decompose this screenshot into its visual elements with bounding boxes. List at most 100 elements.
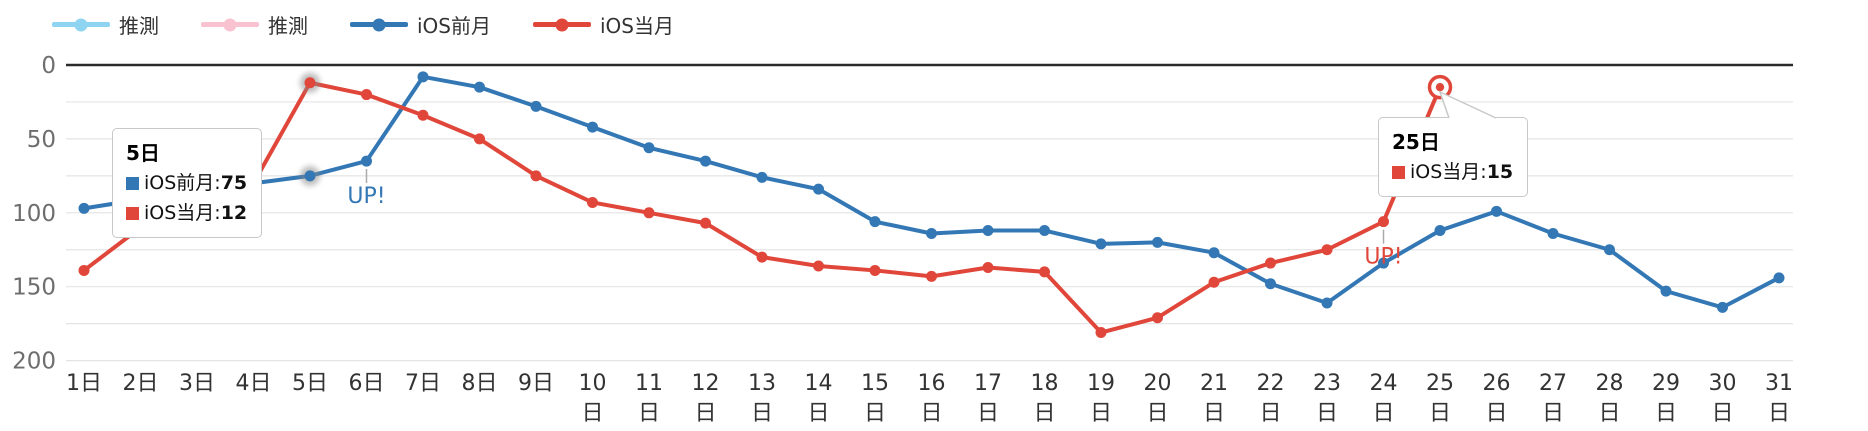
x-axis-tick-label-suffix: 日 <box>694 401 716 426</box>
data-point-iOS前月-16日[interactable] <box>926 227 937 239</box>
legend-item-3[interactable]: iOS当月 <box>533 10 674 39</box>
data-point-iOS当月-1日[interactable] <box>78 264 90 276</box>
legend-label: 推測 <box>268 14 308 38</box>
data-point-iOS前月-10日[interactable] <box>587 121 598 133</box>
data-point-iOS前月-7日[interactable] <box>417 71 429 83</box>
data-point-iOS前月-28日[interactable] <box>1604 244 1615 256</box>
x-axis-tick-label: 16 <box>918 371 946 396</box>
x-axis-tick-label: 25 <box>1426 371 1454 396</box>
data-point-iOS前月-5日[interactable] <box>304 170 316 182</box>
data-point-iOS当月-5日[interactable] <box>304 77 316 89</box>
data-point-iOS当月-16日[interactable] <box>926 270 937 282</box>
tooltip-row: iOS当月: 15 <box>1392 157 1513 187</box>
x-axis-tick-label: 8日 <box>462 371 498 396</box>
up-annotation: UP! <box>347 184 385 209</box>
series-color-swatch <box>1392 165 1405 179</box>
x-axis-tick-label-suffix: 日 <box>1146 401 1168 426</box>
x-axis-tick-label: 2日 <box>123 371 159 396</box>
data-point-iOS前月-18日[interactable] <box>1039 225 1050 237</box>
legend-item-2[interactable]: iOS前月 <box>350 10 491 39</box>
tooltip-row-value: 75 <box>220 172 248 194</box>
x-axis-tick-label: 7日 <box>405 371 441 396</box>
legend-line-swatch <box>350 18 408 31</box>
data-point-iOS当月-19日[interactable] <box>1095 327 1107 339</box>
x-axis-tick-label-suffix: 日 <box>1259 401 1281 426</box>
x-axis-tick-label: 22 <box>1257 371 1285 396</box>
x-axis-tick-label: 1日 <box>66 371 102 396</box>
data-point-iOS当月-13日[interactable] <box>756 251 768 263</box>
data-point-iOS前月-13日[interactable] <box>756 171 768 183</box>
y-axis-tick-label: 150 <box>12 275 56 301</box>
data-point-iOS前月-1日[interactable] <box>78 202 90 214</box>
data-point-iOS前月-26日[interactable] <box>1491 205 1502 217</box>
x-axis-tick-label: 30 <box>1709 371 1737 396</box>
x-axis-tick-label-suffix: 日 <box>581 401 603 426</box>
data-point-iOS前月-8日[interactable] <box>474 81 485 93</box>
x-axis-tick-label: 18 <box>1031 371 1059 396</box>
data-point-iOS前月-19日[interactable] <box>1095 238 1107 250</box>
x-axis-tick-label: 4日 <box>236 371 272 396</box>
data-point-iOS前月-6日[interactable] <box>361 155 372 167</box>
x-axis-tick-label: 19 <box>1087 371 1115 396</box>
data-point-iOS当月-24日[interactable] <box>1378 216 1389 228</box>
data-point-iOS前月-27日[interactable] <box>1547 227 1559 239</box>
data-point-iOS当月-15日[interactable] <box>869 264 881 276</box>
data-point-iOS当月-14日[interactable] <box>813 260 824 272</box>
data-point-iOS当月-23日[interactable] <box>1321 244 1333 256</box>
data-point-iOS前月-22日[interactable] <box>1265 278 1276 290</box>
data-point-iOS前月-21日[interactable] <box>1208 247 1220 259</box>
data-point-iOS当月-17日[interactable] <box>982 261 994 273</box>
x-axis-tick-label: 12 <box>692 371 720 396</box>
x-axis-tick-label: 29 <box>1652 371 1680 396</box>
tooltip-day25: 25日 iOS当月: 15 <box>1378 117 1529 197</box>
data-point-iOS当月-8日[interactable] <box>474 133 485 145</box>
legend-label: iOS当月 <box>600 14 674 38</box>
data-point-iOS前月-24日[interactable] <box>1378 257 1389 269</box>
data-point-iOS当月-10日[interactable] <box>587 196 598 208</box>
x-axis-tick-label: 15 <box>861 371 889 396</box>
x-axis-tick-label-suffix: 日 <box>751 401 773 426</box>
x-axis-tick-label: 13 <box>748 371 776 396</box>
data-point-iOS前月-15日[interactable] <box>869 216 881 228</box>
x-axis-tick-label-suffix: 日 <box>638 401 660 426</box>
x-axis-tick-label-suffix: 日 <box>1090 401 1112 426</box>
up-annotation: UP! <box>1364 245 1402 270</box>
chart-legend: 推測 推測 iOS前月 iOS当月 <box>52 10 674 39</box>
x-axis-tick-label: 27 <box>1539 371 1567 396</box>
x-axis-tick-label-suffix: 日 <box>1316 401 1338 426</box>
tooltip-row-separator: : <box>1480 161 1487 183</box>
data-point-iOS前月-29日[interactable] <box>1660 285 1672 297</box>
data-point-iOS前月-9日[interactable] <box>530 100 542 112</box>
data-point-iOS前月-23日[interactable] <box>1321 297 1333 309</box>
data-point-iOS当月-9日[interactable] <box>530 170 542 182</box>
series-line-iOS当月[interactable] <box>82 80 1442 335</box>
legend-item-1[interactable]: 推測 <box>201 10 308 39</box>
data-point-iOS当月-22日[interactable] <box>1265 257 1276 269</box>
y-axis-tick-label: 200 <box>12 349 56 375</box>
data-point-iOS当月-6日[interactable] <box>361 89 372 101</box>
data-point-iOS前月-25日[interactable] <box>1434 225 1446 237</box>
data-point-iOS当月-18日[interactable] <box>1039 266 1050 278</box>
data-point-iOS前月-12日[interactable] <box>700 155 711 167</box>
data-point-iOS前月-17日[interactable] <box>982 225 994 237</box>
x-axis-tick-label: 23 <box>1313 371 1341 396</box>
tooltip-row-label: iOS当月 <box>144 202 215 224</box>
y-axis-tick-label: 100 <box>12 201 56 227</box>
x-axis-tick-label-suffix: 日 <box>1542 401 1564 426</box>
data-point-iOS当月-20日[interactable] <box>1152 312 1163 324</box>
data-point-iOS当月-12日[interactable] <box>700 217 711 229</box>
data-point-iOS前月-31日[interactable] <box>1773 272 1785 284</box>
data-point-iOS当月-7日[interactable] <box>417 109 429 121</box>
x-axis-tick-label-suffix: 日 <box>1033 401 1055 426</box>
x-axis-tick-label: 20 <box>1144 371 1172 396</box>
x-axis-tick-label: 28 <box>1596 371 1624 396</box>
data-point-iOS前月-14日[interactable] <box>813 183 824 195</box>
legend-item-0[interactable]: 推測 <box>52 10 159 39</box>
data-point-iOS前月-30日[interactable] <box>1717 301 1728 313</box>
data-point-iOS前月-20日[interactable] <box>1152 236 1163 248</box>
data-point-iOS前月-11日[interactable] <box>643 142 655 154</box>
data-point-iOS当月-21日[interactable] <box>1208 276 1220 288</box>
data-point-iOS当月-11日[interactable] <box>643 207 655 219</box>
